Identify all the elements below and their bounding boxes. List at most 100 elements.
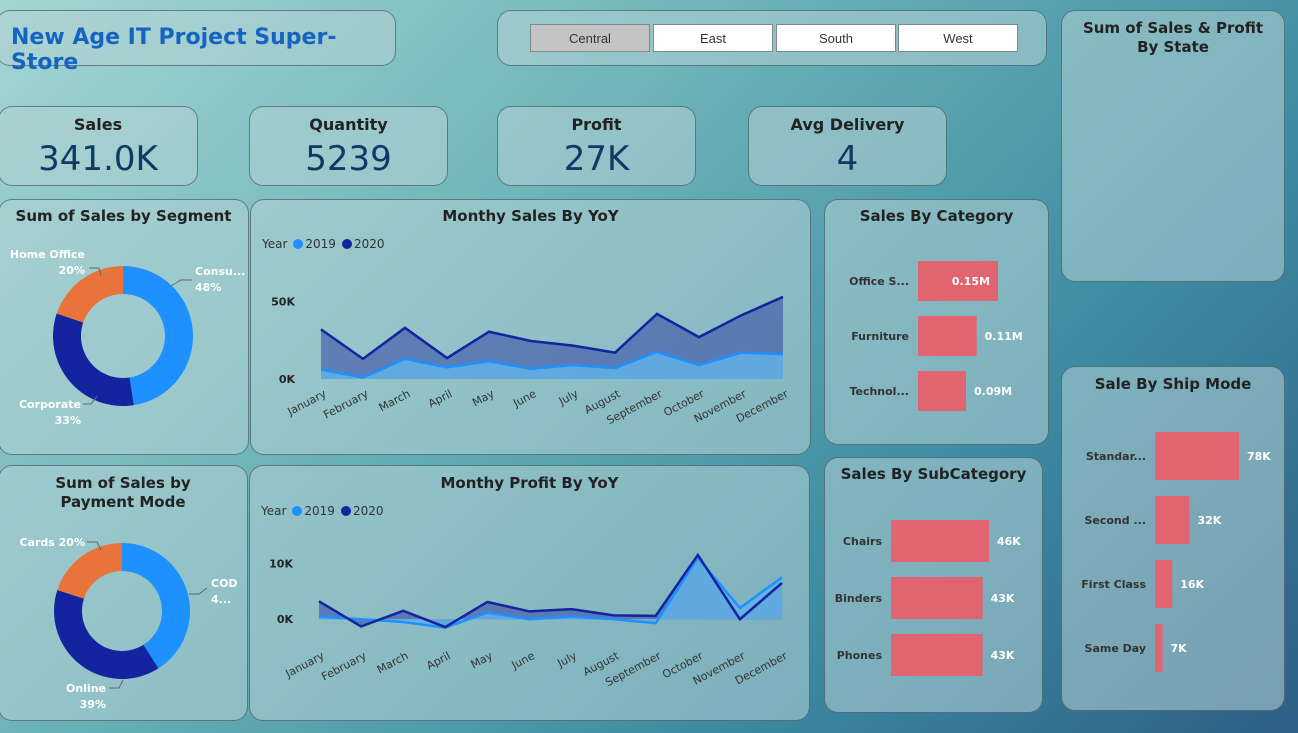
bar-category-label: Office S... — [849, 275, 909, 288]
subcategory-bar-chart[interactable]: Chairs 46K Binders 43K Phones 43K — [825, 458, 1044, 714]
area-fill-2019 — [321, 351, 783, 379]
bar-category-label: Binders — [835, 592, 883, 605]
slicer-option-central[interactable]: Central — [530, 24, 650, 52]
sales-yoy-legend: Year 2019 2020 — [262, 237, 385, 251]
donut-leader-line — [170, 279, 192, 287]
payment-chart-title: Sum of Sales by Payment Mode — [55, 474, 191, 511]
donut-slice-label: Consu... — [195, 265, 245, 278]
profit-yoy-legend-2020[interactable]: 2020 — [352, 504, 384, 518]
profit-yoy-legend-2019[interactable]: 2019 — [304, 504, 335, 518]
bar-category-label: Phones — [837, 649, 883, 662]
slicer-option-south[interactable]: South — [776, 24, 896, 52]
sales-yoy-legend-2020[interactable]: 2020 — [353, 237, 385, 251]
bar — [918, 371, 966, 411]
kpi-avg-delivery-label: Avg Delivery — [790, 115, 905, 134]
profit-yoy-legend-title: Year — [261, 504, 287, 518]
sales-yoy-legend-2019[interactable]: 2019 — [305, 237, 336, 251]
x-tick-label: May — [469, 649, 496, 671]
kpi-sales-value: 341.0K — [38, 139, 158, 179]
bar-data-label: 43K — [991, 649, 1015, 662]
series-line-2019 — [320, 350, 784, 379]
legend-2020-dot — [340, 506, 351, 516]
segment-chart-card[interactable]: Sum of Sales by Segment Consu... 48% Corpo… — [0, 199, 249, 455]
legend-2019-dot — [292, 506, 303, 516]
bar-category-label: Same Day — [1085, 642, 1146, 655]
region-slicer: Central East South West — [497, 10, 1047, 66]
segment-donut-chart[interactable]: Consu... 48% Corporate 33% Home Office 20% — [0, 200, 250, 456]
bar-category-label: Technol... — [849, 385, 909, 398]
donut-slice-label: Cards 20% — [19, 536, 85, 549]
y-tick-label: 0K — [277, 613, 294, 626]
donut-leader-line — [109, 679, 124, 689]
x-tick-label: June — [509, 649, 537, 672]
slicer-option-east[interactable]: East — [653, 24, 773, 52]
state-map-title: Sum of Sales & Profit By State — [1082, 19, 1264, 56]
bar — [1155, 496, 1190, 544]
kpi-sales-label: Sales — [73, 115, 123, 134]
donut-slice — [56, 266, 123, 323]
shipmode-chart-card[interactable]: Sale By Ship Mode Standar... 78K Second ..… — [1061, 366, 1285, 711]
x-tick-label: January — [283, 649, 327, 681]
profit-yoy-card[interactable]: Monthy Profit By YoY Year 2019 2020 10K 0K J… — [249, 465, 810, 721]
shipmode-bar-chart[interactable]: Standar... 78K Second ... 32K First Class 16K… — [1062, 367, 1286, 712]
bar — [1155, 560, 1173, 608]
shipmode-chart-title: Sale By Ship Mode — [1094, 375, 1252, 393]
category-chart-card[interactable]: Sales By Category Office S... 0.15M Furnit… — [824, 199, 1049, 445]
bar-data-label: 0.09M — [974, 385, 1012, 398]
x-tick-label: April — [426, 387, 454, 410]
donut-slice — [57, 543, 122, 599]
x-tick-label: March — [375, 649, 411, 676]
state-map-card[interactable]: Sum of Sales & Profit By State — [1061, 10, 1285, 282]
bar-data-label: 32K — [1197, 514, 1221, 527]
donut-leader-line — [189, 587, 208, 595]
bar-data-label: 0.11M — [985, 330, 1023, 343]
payment-chart-card[interactable]: Sum of Sales by Payment Mode COD 4... Onli… — [0, 465, 248, 721]
y-tick-label: 10K — [269, 557, 293, 570]
donut-slice-label: Corporate — [19, 398, 81, 411]
profit-yoy-title: Monthy Profit By YoY — [440, 474, 619, 492]
x-tick-label: January — [285, 387, 329, 419]
bar — [1155, 432, 1239, 480]
segment-chart-title: Sum of Sales by Segment — [15, 207, 232, 225]
donut-slice — [52, 313, 134, 406]
x-tick-label: July — [556, 387, 581, 408]
donut-slice — [54, 589, 159, 679]
x-tick-label: July — [554, 649, 579, 670]
payment-donut-chart[interactable]: COD 4... Online 39% Cards 20% — [0, 466, 249, 722]
donut-leader-line — [87, 541, 102, 551]
sales-yoy-legend-title: Year — [262, 237, 288, 251]
kpi-profit-value: 27K — [563, 139, 630, 179]
bar — [1155, 624, 1163, 672]
page-title: New Age IT Project Super-Store — [11, 25, 337, 75]
bar-category-label: Second ... — [1084, 514, 1146, 527]
donut-leader-line — [83, 395, 98, 405]
x-tick-label: February — [321, 387, 371, 422]
legend-2020-dot — [341, 239, 352, 249]
title-card: New Age IT Project Super-Store — [0, 10, 396, 75]
donut-slice — [123, 266, 193, 406]
kpi-profit-card: Profit 27K — [497, 106, 696, 186]
sales-yoy-card[interactable]: Monthy Sales By YoY Year 2019 2020 50K 0K Ja… — [250, 199, 811, 455]
donut-slice-pct: 4... — [211, 593, 231, 606]
bar-data-label: 46K — [997, 535, 1021, 548]
bar-data-label: 16K — [1180, 578, 1204, 591]
area-fill-2019 — [319, 557, 782, 628]
kpi-avg-delivery-card: Avg Delivery 4 — [748, 106, 947, 186]
bar-category-label: Chairs — [843, 535, 883, 548]
bar-data-label: 7K — [1171, 642, 1188, 655]
series-line-2020 — [320, 295, 784, 361]
series-line-2020 — [318, 552, 783, 629]
donut-slice-pct: 48% — [195, 281, 221, 294]
donut-slice — [122, 543, 190, 669]
x-tick-label: May — [470, 387, 497, 409]
slicer-option-west[interactable]: West — [898, 24, 1018, 52]
category-chart-title: Sales By Category — [859, 207, 1014, 225]
kpi-quantity-card: Quantity 5239 — [249, 106, 448, 186]
category-bar-chart[interactable]: Office S... 0.15M Furniture 0.11M Technol...… — [825, 200, 1050, 446]
donut-slice-label: COD — [211, 577, 238, 590]
x-tick-label: February — [319, 649, 369, 684]
subcategory-chart-card[interactable]: Sales By SubCategory Chairs 46K Binders 43K… — [824, 457, 1043, 713]
donut-slice-label: Home Office — [10, 248, 85, 261]
